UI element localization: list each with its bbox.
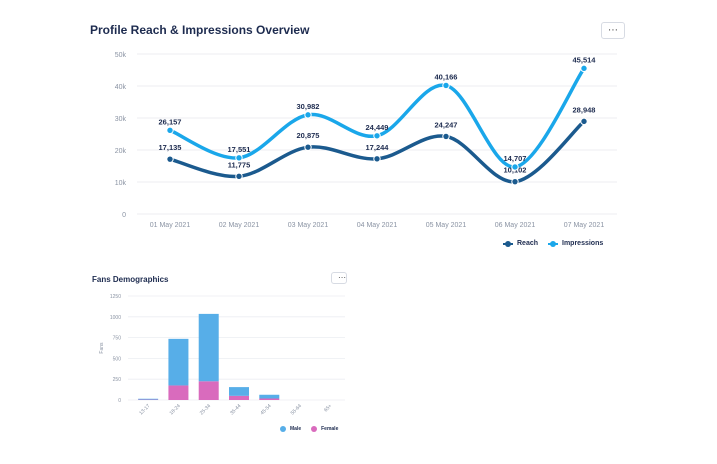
bar-chart-x-tick-label: 18-24: [169, 403, 182, 416]
line-point-reach: [580, 117, 588, 126]
bar-female-18-24: [168, 385, 189, 400]
legend-reach-label: Reach: [517, 240, 539, 247]
line-chart-x-tick-label: 02 May 2021: [219, 222, 260, 229]
line-data-label-impressions: 30,982: [297, 102, 320, 111]
line-chart-x-tick-label: 06 May 2021: [495, 222, 536, 229]
bar-chart-x-tick-label: 55-64: [290, 403, 303, 416]
line-point-reach: [166, 155, 174, 163]
line-chart-x-tick-label: 07 May 2021: [564, 222, 605, 229]
legend-female-label: Female: [321, 426, 339, 432]
line-chart-x-tick-label: 04 May 2021: [357, 222, 398, 229]
line-chart-x-tick-label: 01 May 2021: [150, 222, 191, 229]
reach-impressions-title: Profile Reach & Impressions Overview: [90, 23, 310, 37]
bar-chart-y-tick-label: 500: [113, 356, 122, 362]
line-chart-y-tick-label: 50k: [115, 52, 127, 59]
legend-reach-marker: [503, 240, 513, 247]
fans-demographics-card: [0, 268, 717, 464]
line-point-impressions: [304, 111, 312, 119]
line-point-reach: [373, 155, 381, 163]
bar-male-13-17: [138, 398, 159, 400]
line-point-reach: [511, 177, 519, 186]
line-chart-y-tick-label: 30k: [115, 116, 127, 123]
bar-female-35-44: [229, 395, 249, 400]
line-data-label-reach: 24,247: [435, 120, 458, 129]
bar-male-18-24: [168, 338, 189, 386]
legend-item-male[interactable]: Male: [280, 426, 301, 432]
bar-male-45-54: [259, 394, 280, 399]
line-data-label-reach: 20,875: [297, 131, 320, 140]
line-chart-x-tick-label: 03 May 2021: [288, 222, 329, 229]
legend-item-female[interactable]: Female: [311, 426, 338, 432]
fans-demographics-title: Fans Demographics: [92, 275, 169, 284]
reach-impressions-legend: Reach Impressions: [503, 240, 613, 247]
bar-chart-y-tick-label: 0: [118, 398, 121, 404]
line-point-reach: [304, 143, 312, 151]
legend-impressions-marker: [548, 240, 559, 247]
bar-chart-x-tick-label: 25-34: [199, 403, 212, 416]
line-data-label-impressions: 24,449: [366, 123, 389, 132]
line-data-label-reach: 17,135: [159, 143, 182, 152]
legend-impressions-label: Impressions: [562, 240, 604, 247]
line-chart-y-tick-label: 0: [122, 212, 126, 219]
line-point-impressions: [442, 81, 450, 90]
fans-demographics-more-button[interactable]: ⋯: [331, 272, 347, 284]
bar-chart-x-tick-label: 45-54: [259, 403, 272, 416]
bar-chart-y-tick-label: 1000: [110, 315, 121, 321]
legend-item-impressions[interactable]: Impressions: [548, 240, 603, 247]
line-point-impressions: [373, 132, 381, 140]
line-chart-y-tick-label: 40k: [115, 84, 127, 91]
line-point-impressions: [580, 64, 588, 73]
legend-male-label: Male: [290, 426, 302, 432]
bar-chart-y-axis-label: Fans: [99, 342, 105, 354]
line-point-reach: [442, 132, 450, 141]
bar-chart-x-tick-label: 65+: [323, 403, 333, 413]
bar-female-45-54: [259, 398, 280, 400]
reach-impressions-line-chart: 0 10k 20k 30k 40k 50k 01 May 2021 02 May 2021 03…: [115, 52, 617, 229]
line-point-impressions: [166, 126, 174, 134]
fans-demographics-legend: Male Female: [280, 426, 348, 432]
bar-female-25-34: [198, 381, 219, 400]
line-point-reach: [235, 172, 243, 181]
legend-male-marker: [280, 426, 286, 432]
line-data-label-impressions: 14,707: [504, 154, 527, 163]
line-point-impressions: [511, 163, 519, 171]
bar-chart-x-tick-label: 13-17: [138, 403, 151, 416]
line-data-label-impressions: 45,514: [573, 55, 597, 64]
line-point-impressions: [235, 154, 243, 162]
bar-male-25-34: [198, 313, 219, 382]
line-data-label-impressions: 26,157: [159, 117, 182, 126]
legend-female-marker: [311, 426, 318, 432]
line-data-label-impressions: 17,551: [228, 145, 251, 154]
bar-chart-y-tick-label: 1250: [110, 294, 121, 300]
line-chart-y-tick-label: 20k: [115, 148, 127, 155]
reach-impressions-more-button[interactable]: ⋯: [601, 22, 625, 39]
line-data-label-reach: 28,948: [573, 105, 596, 114]
line-data-label-impressions: 40,166: [435, 72, 458, 81]
bar-chart-x-tick-label: 35-44: [229, 403, 242, 416]
line-data-label-reach: 11,775: [228, 160, 251, 169]
line-chart-y-tick-label: 10k: [115, 180, 127, 187]
line-data-label-reach: 17,244: [366, 143, 390, 152]
bar-chart-y-tick-label: 250: [113, 377, 122, 383]
legend-item-reach[interactable]: Reach: [503, 240, 538, 247]
bar-male-35-44: [229, 387, 249, 396]
bar-chart-y-tick-label: 750: [113, 336, 122, 342]
line-chart-x-tick-label: 05 May 2021: [426, 222, 467, 229]
